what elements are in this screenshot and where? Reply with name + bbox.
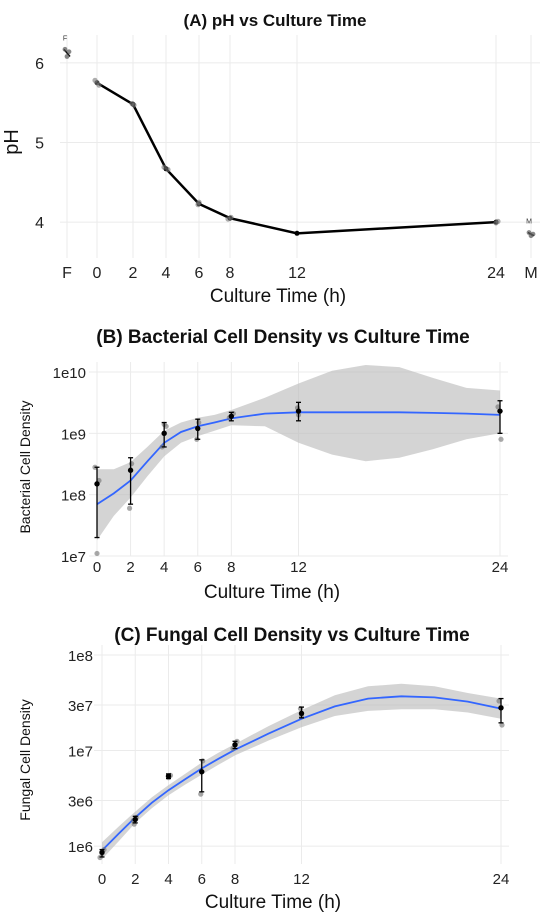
y-tick-label: 1e9 bbox=[61, 426, 86, 443]
x-tick-label: 6 bbox=[195, 265, 204, 282]
panel-a-y-axis-label: pH bbox=[1, 129, 23, 155]
panel-a-ph-chart: (A) pH vs Culture Time pH Culture Time (… bbox=[1, 11, 540, 307]
panel-a-x-axis-label: Culture Time (h) bbox=[210, 286, 346, 307]
panel-b-title: (B) Bacterial Cell Density vs Culture Ti… bbox=[96, 327, 469, 348]
mean-point bbox=[94, 481, 100, 487]
x-tick-label: 8 bbox=[226, 265, 235, 282]
replicate-point bbox=[196, 419, 202, 426]
x-tick-label: 0 bbox=[98, 871, 106, 888]
replicate-point bbox=[128, 461, 135, 467]
ph-sample-point bbox=[528, 233, 534, 239]
y-tick-label: 1e8 bbox=[61, 488, 86, 505]
ph-sample-label: M bbox=[526, 219, 532, 226]
ph-replicate-point bbox=[161, 164, 167, 170]
x-tick-label: 8 bbox=[227, 559, 235, 576]
ph-sample-point bbox=[62, 46, 68, 52]
y-tick-label: 6 bbox=[35, 56, 44, 73]
x-tick-label: 4 bbox=[160, 559, 168, 576]
mean-point bbox=[295, 408, 302, 414]
x-tick-label: F bbox=[62, 265, 72, 282]
x-tick-label: M bbox=[524, 265, 537, 282]
ph-replicate-point bbox=[195, 202, 201, 208]
mean-point bbox=[127, 467, 134, 473]
replicate-point bbox=[499, 722, 505, 728]
x-tick-label: 24 bbox=[487, 265, 505, 282]
mean-point bbox=[99, 849, 105, 856]
ph-replicate-point bbox=[165, 166, 171, 173]
y-tick-label: 5 bbox=[35, 136, 44, 153]
panel-b-bacterial-chart: (B) Bacterial Cell Density vs Culture Ti… bbox=[17, 327, 508, 603]
ph-replicate-point bbox=[493, 220, 499, 226]
ph-replicate-point bbox=[225, 216, 231, 222]
ph-replicate-point bbox=[94, 80, 100, 86]
x-tick-label: 4 bbox=[162, 265, 171, 282]
mean-point bbox=[232, 742, 238, 748]
replicate-point bbox=[496, 698, 502, 704]
y-tick-label: 3e7 bbox=[68, 698, 93, 715]
panel-a-title: (A) pH vs Culture Time bbox=[184, 11, 367, 30]
mean-point bbox=[195, 425, 201, 432]
mean-point bbox=[298, 710, 305, 717]
replicate-point bbox=[94, 550, 100, 557]
mean-point bbox=[199, 769, 205, 775]
mean-point bbox=[161, 430, 167, 437]
ph-mean-point bbox=[294, 230, 300, 236]
x-tick-label: 6 bbox=[198, 871, 206, 888]
replicate-point bbox=[495, 404, 501, 410]
replicate-point bbox=[498, 436, 504, 442]
x-tick-label: 6 bbox=[194, 559, 202, 576]
y-tick-label: 1e7 bbox=[68, 744, 93, 761]
ph-replicate-point bbox=[131, 102, 137, 108]
panel-b-y-axis-label: Bacterial Cell Density bbox=[17, 400, 33, 533]
y-tick-label: 3e6 bbox=[68, 794, 93, 811]
ph-sample-point bbox=[66, 49, 72, 55]
y-tick-label: 1e10 bbox=[53, 365, 86, 382]
x-tick-label: 8 bbox=[231, 871, 239, 888]
mean-point bbox=[132, 816, 138, 823]
mean-point bbox=[228, 413, 235, 419]
panel-c-y-axis-label: Fungal Cell Density bbox=[17, 699, 33, 820]
replicate-point bbox=[198, 791, 204, 797]
y-tick-label: 1e7 bbox=[61, 549, 86, 566]
panel-b-x-axis-label: Culture Time (h) bbox=[204, 582, 340, 603]
replicate-point bbox=[126, 505, 133, 511]
x-tick-label: 12 bbox=[290, 559, 307, 576]
x-tick-label: 24 bbox=[492, 559, 509, 576]
x-tick-label: 0 bbox=[93, 559, 101, 576]
panel-c-fungal-chart: (C) Fungal Cell Density vs Culture Time … bbox=[17, 625, 509, 913]
x-tick-label: 2 bbox=[131, 871, 139, 888]
ph-sample-label: F bbox=[63, 35, 67, 42]
mean-point bbox=[497, 408, 503, 414]
panel-c-x-axis-label: Culture Time (h) bbox=[205, 892, 341, 913]
y-tick-label: 1e8 bbox=[68, 648, 93, 665]
y-tick-label: 1e6 bbox=[68, 839, 93, 856]
x-tick-label: 2 bbox=[126, 559, 134, 576]
x-tick-label: 24 bbox=[493, 871, 510, 888]
panel-c-title: (C) Fungal Cell Density vs Culture Time bbox=[114, 625, 469, 646]
x-tick-label: 12 bbox=[288, 265, 306, 282]
confidence-ribbon bbox=[97, 365, 500, 541]
x-tick-label: 4 bbox=[164, 871, 172, 888]
mean-point bbox=[165, 773, 172, 779]
mean-point bbox=[498, 705, 504, 711]
ph-sample-point bbox=[64, 54, 70, 59]
x-tick-label: 12 bbox=[293, 871, 310, 888]
replicate-point bbox=[200, 758, 206, 764]
x-tick-label: 2 bbox=[129, 265, 138, 282]
x-tick-label: 0 bbox=[93, 265, 102, 282]
y-tick-label: 4 bbox=[35, 215, 44, 232]
